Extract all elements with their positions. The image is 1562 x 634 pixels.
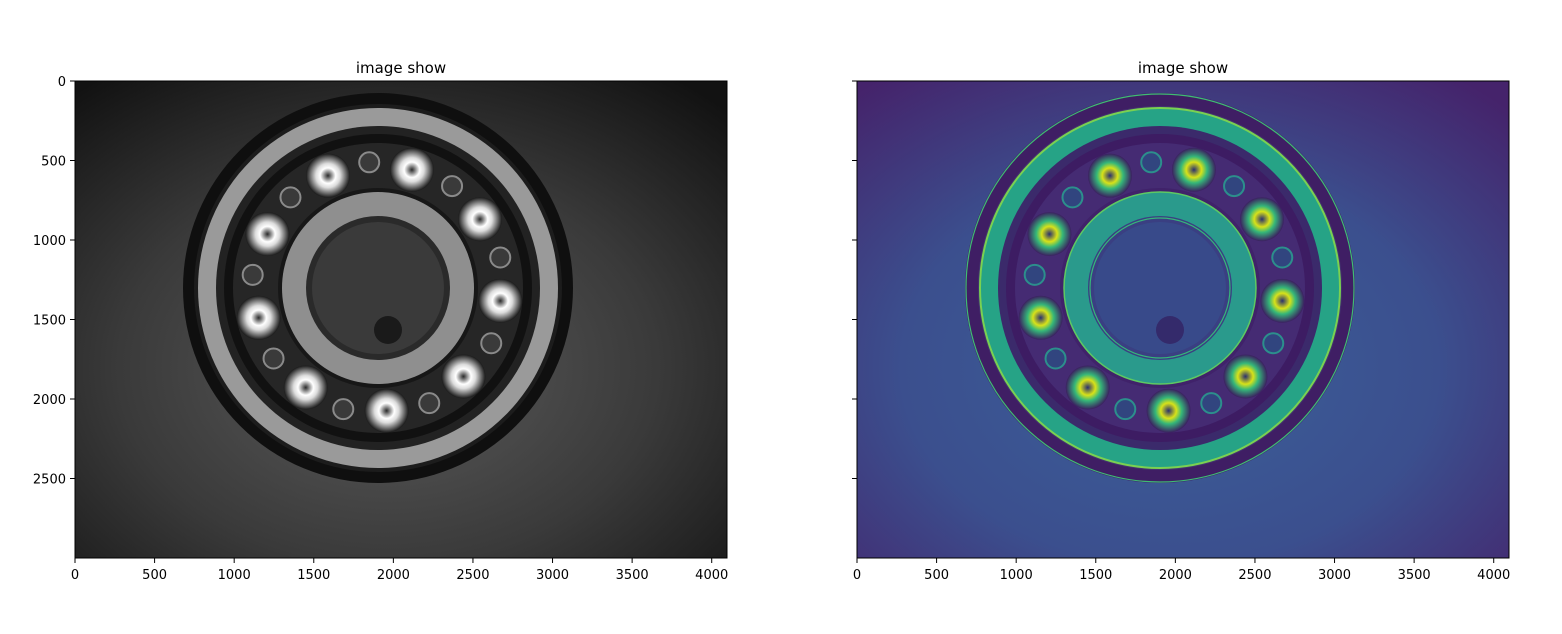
- left-x-axis: 0 500 1000 1500 2000 2500 3000 3500 4000: [71, 558, 728, 583]
- x-tick-label: 500: [142, 568, 167, 583]
- cage-pocket: [1223, 175, 1246, 198]
- y-tick-label: 2500: [33, 473, 66, 488]
- x-tick-label: 1000: [218, 568, 251, 583]
- left-balls: [236, 147, 523, 433]
- x-tick-label: 1500: [297, 568, 330, 583]
- cage-pocket: [262, 347, 285, 370]
- x-tick-label: 1000: [1000, 568, 1033, 583]
- y-tick-label: 2000: [33, 393, 66, 408]
- bearing-ball: [1018, 295, 1063, 340]
- cage-pocket: [358, 151, 381, 174]
- bearing-ball: [1027, 212, 1072, 257]
- x-tick-label: 3000: [536, 568, 569, 583]
- x-tick-label: 4000: [695, 568, 728, 583]
- x-tick-label: 500: [924, 568, 949, 583]
- cage-pocket: [441, 175, 464, 198]
- cage-pocket: [418, 392, 441, 415]
- bearing-ball: [245, 212, 290, 257]
- left-y-axis: 0 500 1000 1500 2000 2500: [33, 75, 75, 488]
- x-tick-label: 2000: [377, 568, 410, 583]
- y-tick-label: 1000: [33, 234, 66, 249]
- cage-pocket: [489, 246, 512, 269]
- x-tick-label: 3000: [1318, 568, 1351, 583]
- y-tick-label: 500: [41, 155, 66, 170]
- right-y-axis: [852, 80, 857, 479]
- left-axes: image show 0 500 1000 1500 2000 2500 3000 3500 4…: [33, 59, 728, 583]
- bearing-ball: [1065, 365, 1110, 410]
- cage-pocket: [241, 263, 264, 286]
- cage-pocket: [332, 398, 355, 421]
- y-tick-label: 1500: [33, 314, 66, 329]
- x-tick-label: 0: [853, 568, 861, 583]
- x-tick-label: 2500: [456, 568, 489, 583]
- x-tick-label: 0: [71, 568, 79, 583]
- right-axes-title: image show: [1138, 59, 1228, 77]
- cage-pocket: [279, 186, 302, 209]
- bearing-ball: [305, 153, 350, 198]
- cage-pocket: [1271, 246, 1294, 269]
- x-tick-label: 1500: [1079, 568, 1112, 583]
- x-tick-label: 2500: [1238, 568, 1271, 583]
- left-image: [75, 81, 727, 558]
- cage-pocket: [1023, 263, 1046, 286]
- bearing-ball: [389, 147, 434, 192]
- right-image: [857, 81, 1509, 558]
- cage-pocket: [1200, 392, 1223, 415]
- bearing-ball: [1171, 147, 1216, 192]
- bearing-ball: [283, 365, 328, 410]
- cage-pocket: [480, 332, 503, 355]
- x-tick-label: 2000: [1159, 568, 1192, 583]
- y-tick-label: 0: [58, 75, 66, 90]
- cage-pocket: [1114, 398, 1137, 421]
- bearing-ball: [1260, 278, 1305, 323]
- left-axes-title: image show: [356, 59, 446, 77]
- bearing-ball: [1239, 197, 1284, 242]
- bearing-ball: [1223, 354, 1268, 399]
- right-x-axis: 0 500 1000 1500 2000 2500 3000 3500 4000: [853, 558, 1510, 583]
- bearing-ball: [478, 278, 523, 323]
- right-cage-pockets: [1023, 151, 1294, 421]
- cage-pocket: [1140, 151, 1163, 174]
- bearing-ball: [1146, 388, 1191, 433]
- x-tick-label: 4000: [1477, 568, 1510, 583]
- right-balls: [1018, 147, 1305, 433]
- bearing-ball: [236, 295, 281, 340]
- cage-pocket: [1262, 332, 1285, 355]
- bearing-ball: [441, 354, 486, 399]
- bearing-ball: [1087, 153, 1132, 198]
- right-axes: image show 0 500 1000 1500 2000 2500 30: [852, 59, 1510, 583]
- bearing-ball: [457, 197, 502, 242]
- x-tick-label: 3500: [1398, 568, 1431, 583]
- cage-pocket: [1061, 186, 1084, 209]
- cage-pocket: [1044, 347, 1067, 370]
- bearing-ball: [364, 388, 409, 433]
- left-cage-pockets: [241, 151, 512, 421]
- x-tick-label: 3500: [616, 568, 649, 583]
